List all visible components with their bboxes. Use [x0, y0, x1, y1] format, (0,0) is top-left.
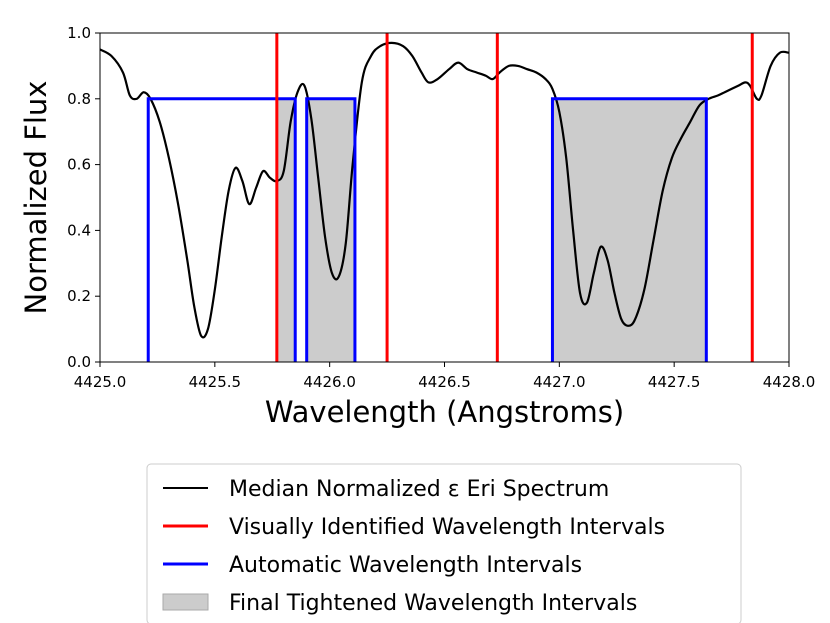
- y-axis-label: Normalized Flux: [19, 81, 53, 315]
- legend-swatch-final: [162, 593, 209, 611]
- x-tick-label: 4425.0: [74, 373, 127, 391]
- legend-label-automatic: Automatic Wavelength Intervals: [229, 553, 582, 578]
- y-tick-label: 0.4: [67, 221, 91, 239]
- automatic-intervals-layer: [146, 97, 708, 362]
- final-interval-1: [276, 98, 296, 363]
- legend-label-visual: Visually Identified Wavelength Intervals: [229, 515, 665, 540]
- final-intervals-layer: [276, 98, 707, 363]
- automatic-interval-3: [550, 97, 708, 362]
- y-tick-label: 0.8: [67, 90, 91, 108]
- y-tick-label: 0.0: [67, 353, 91, 371]
- final-interval-3: [552, 98, 707, 363]
- spectrum-line: [99, 41, 790, 339]
- x-axis-ticks: 4425.0 4425.5 4426.0 4426.5 4427.0 4427.5 4428…: [74, 362, 816, 391]
- legend-box: [146, 463, 742, 623]
- automatic-interval-1: [146, 97, 297, 362]
- x-axis-label: Wavelength (Angstroms): [265, 395, 624, 429]
- x-tick-label: 4427.5: [648, 373, 701, 391]
- x-tick-label: 4426.5: [418, 373, 471, 391]
- legend: Median Normalized ε Eri Spectrum Visuall…: [146, 463, 742, 623]
- y-tick-label: 1.0: [67, 24, 91, 42]
- plot-area: [99, 33, 790, 363]
- visual-intervals-layer: [275, 33, 754, 362]
- automatic-interval-2: [305, 97, 357, 362]
- x-tick-label: 4427.0: [533, 373, 586, 391]
- y-axis-ticks: 0.0 0.2 0.4 0.6 0.8 1.0: [67, 24, 100, 371]
- y-tick-label: 0.2: [67, 287, 91, 305]
- x-tick-label: 4426.0: [303, 373, 356, 391]
- legend-label-final: Final Tightened Wavelength Intervals: [229, 591, 637, 616]
- x-tick-label: 4425.5: [189, 373, 242, 391]
- legend-label-spectrum: Median Normalized ε Eri Spectrum: [229, 477, 609, 502]
- x-tick-label: 4428.0: [763, 373, 816, 391]
- y-tick-label: 0.6: [67, 156, 91, 174]
- spectrum-layer: [99, 41, 790, 339]
